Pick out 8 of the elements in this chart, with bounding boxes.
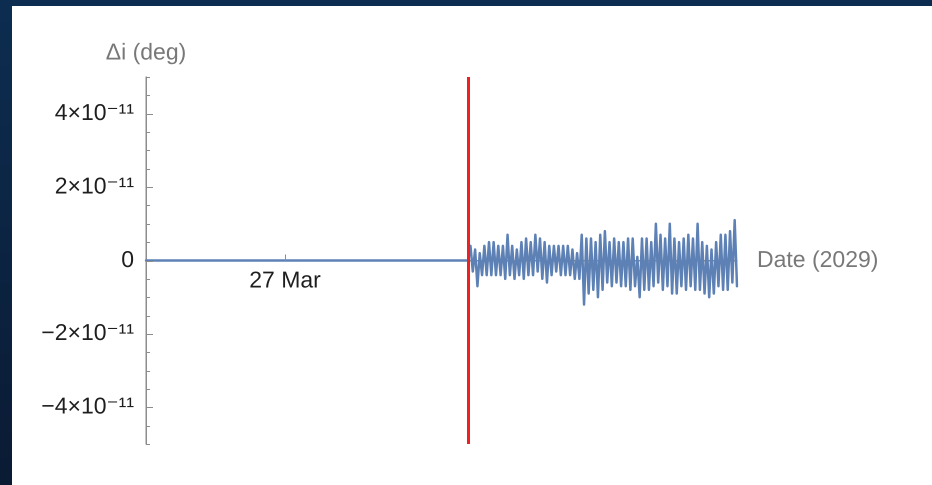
y-tick-label: 0 [121,246,134,272]
y-tick-label: −4×10⁻¹¹ [41,392,134,419]
x-tick-label: 27 Mar [249,266,322,293]
y-tick-label: 4×10⁻¹¹ [54,99,134,126]
x-axis-title: Date (2029) [757,246,878,272]
y-tick-label: 2×10⁻¹¹ [54,172,134,198]
y-axis-title: Δi (deg) [106,38,186,64]
y-tick-label: −2×10⁻¹¹ [41,319,134,346]
